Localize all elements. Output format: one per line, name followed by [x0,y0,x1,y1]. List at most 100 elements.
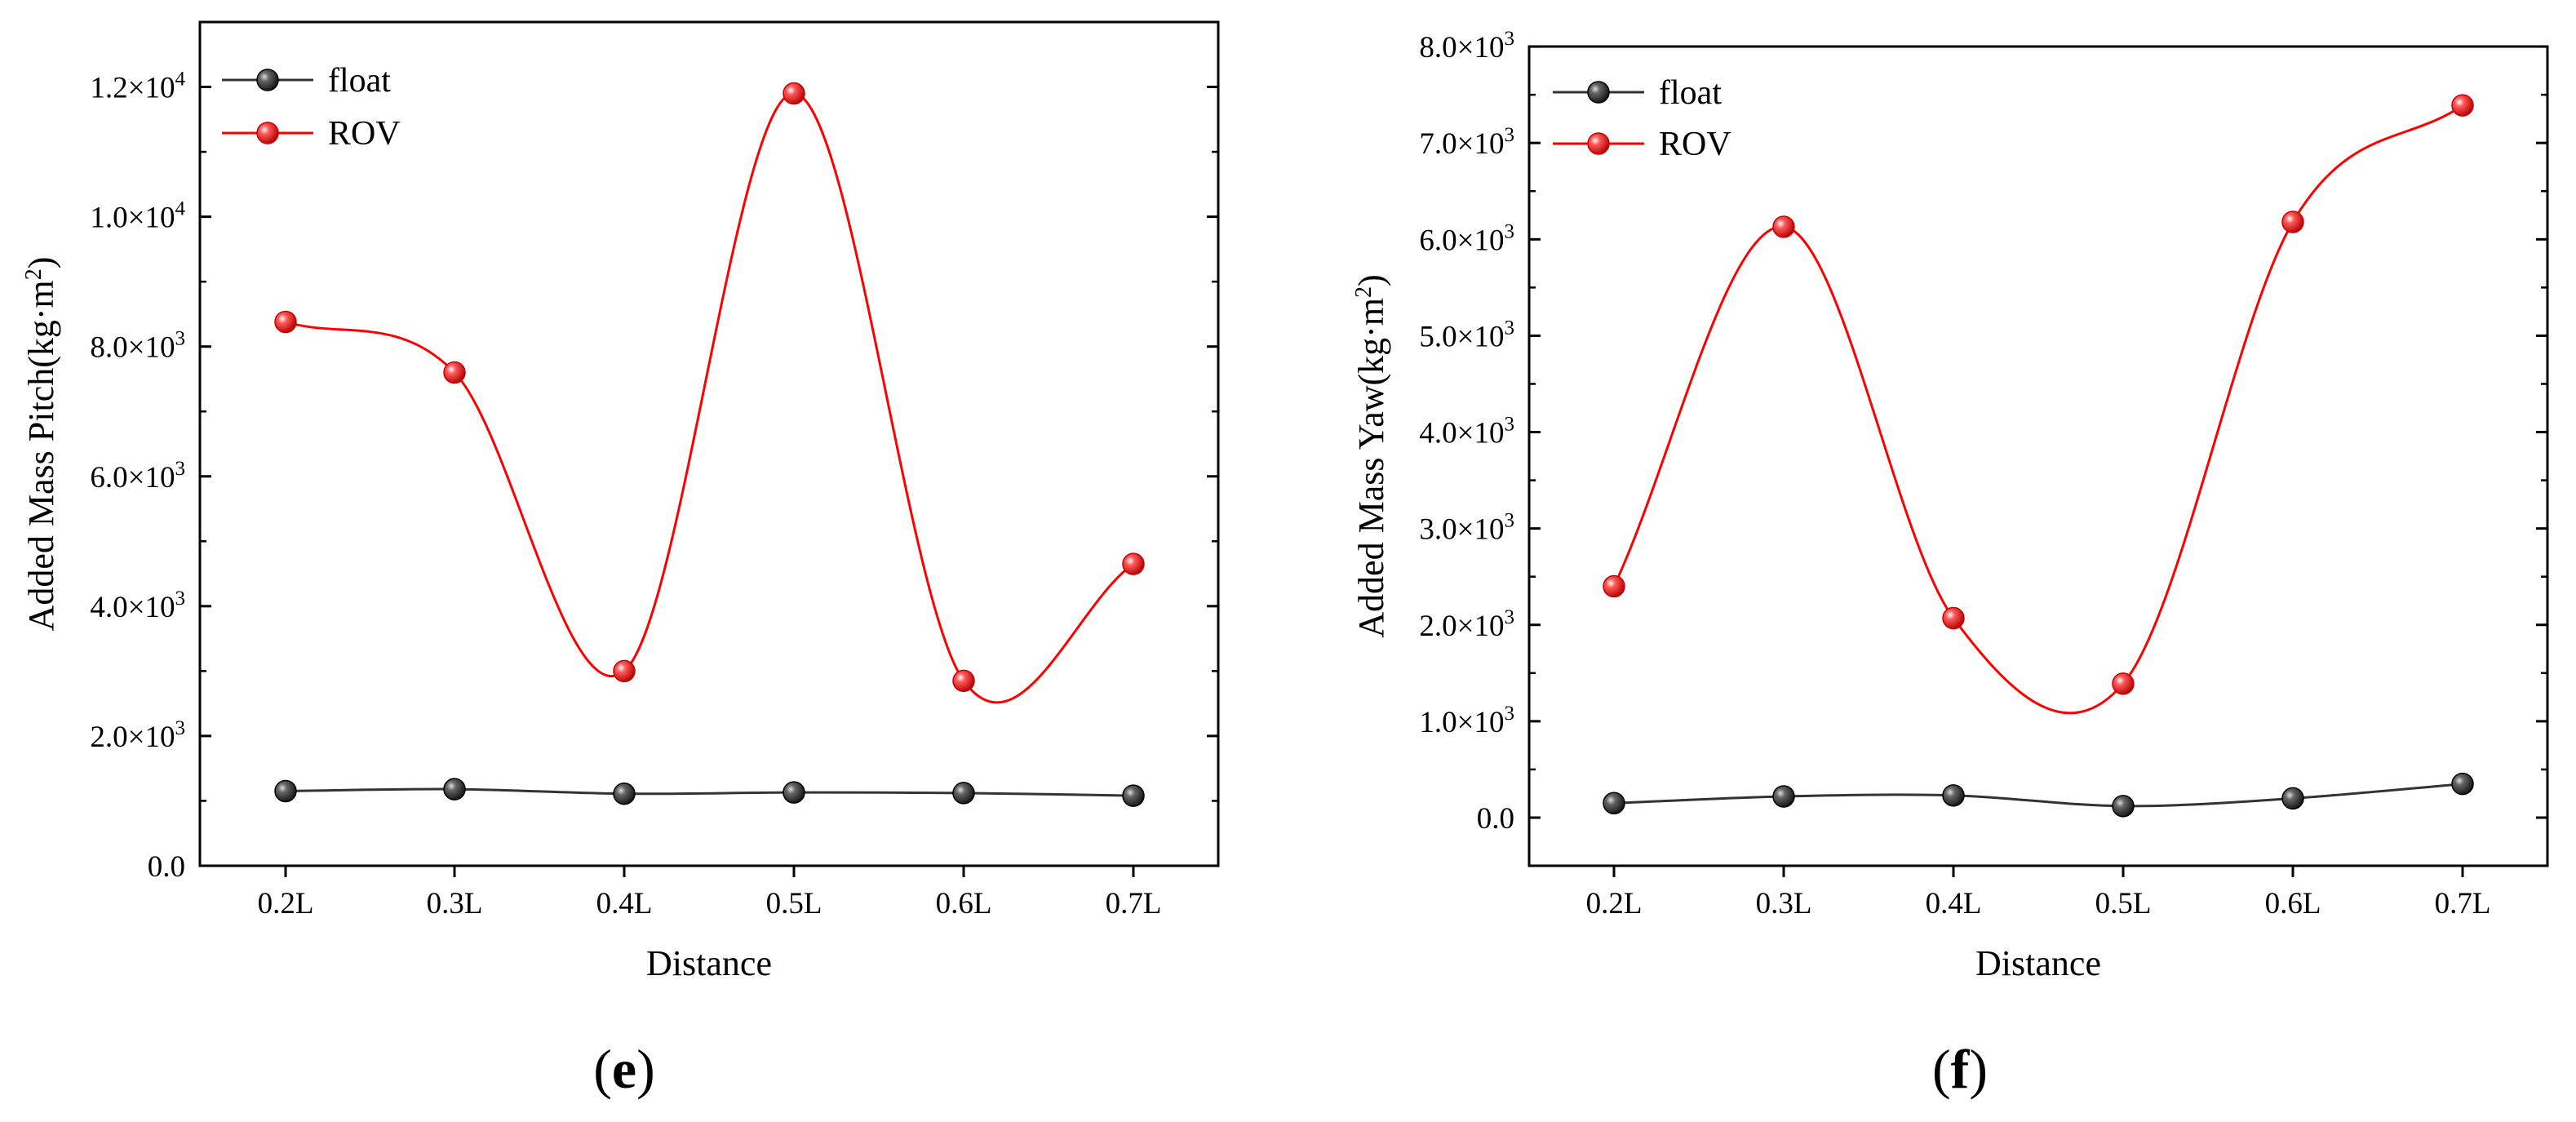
y-tick: 8.0×103 [1419,28,2547,64]
x-tick-label: 0.5L [766,887,822,920]
y-tick-label: 6.0×103 [1419,220,1514,257]
x-tick-label: 0.6L [2265,887,2321,920]
x-tick-label: 0.2L [1586,887,1643,920]
y-tick: 6.0×103 [1419,220,2547,257]
panel-label-e: (e) [593,1038,655,1100]
data-point [1772,785,1795,808]
x-axis-title: Distance [1975,943,2101,983]
data-point [2281,787,2304,810]
data-point [1122,784,1145,807]
data-point [2451,94,2474,117]
legend: float ROV [1553,74,1731,163]
x-tick: 0.7L [2435,866,2491,920]
y-tick-label: 3.0×103 [1419,510,1514,547]
data-point [1603,574,1625,598]
panel-letter: e [612,1038,636,1100]
y-tick: 6.0×103 [90,458,1218,494]
data-point [274,310,297,334]
series-float [1603,772,2474,818]
legend-entry-rov: ROV [222,115,401,153]
y-tick-label: 2.0×103 [90,717,185,754]
x-tick: 0.7L [1106,866,1162,920]
x-tick: 0.6L [936,866,992,920]
y-axis-ticks: 0.0 2.0×103 4.0×103 6.0×103 8.0×103 1.0×104 1.… [90,69,1218,884]
x-tick-label: 0.6L [936,887,992,920]
series-layer [1603,94,2474,818]
y-tick: 0.0 [148,850,1218,884]
x-tick: 0.4L [596,866,653,920]
x-axis-ticks: 0.2L 0.3L 0.4L 0.5L 0.6L 0.7L [258,866,1162,920]
data-point [443,778,466,800]
legend-entry-float: float [222,62,391,100]
data-point [613,782,636,805]
series-rov [1603,94,2474,715]
y-tick: 8.0×103 [90,328,1218,365]
legend: float ROV [222,62,401,153]
data-point [443,361,466,384]
y-tick-label: 4.0×103 [1419,414,1514,450]
x-tick-label: 0.4L [596,887,653,920]
y-tick: 1.0×104 [90,198,1218,235]
y-tick-label: 6.0×103 [90,458,185,494]
y-tick: 3.0×103 [1419,510,2547,547]
legend-entry-float: float [1553,74,1722,112]
chart-panel-f: 0.0 1.0×103 2.0×103 3.0×103 4.0×103 5.0×103 6.… [1351,28,2549,1100]
chart-panel-e: 0.0 2.0×103 4.0×103 6.0×103 8.0×103 1.0×104 1.… [21,20,1220,1100]
y-tick: 1.2×104 [90,69,1218,105]
legend-label-float: float [328,62,391,100]
x-tick: 0.3L [427,866,482,920]
data-point [952,782,975,805]
x-tick: 0.5L [766,866,822,920]
series-float [274,778,1145,807]
data-point [1122,552,1145,575]
series-layer [274,82,1145,807]
y-tick-label: 0.0 [148,850,185,884]
y-tick: 7.0×103 [1419,124,2547,161]
y-tick-label: 8.0×103 [90,328,185,365]
y-tick: 4.0×103 [90,588,1218,624]
x-tick-label: 0.7L [2435,887,2491,920]
y-tick-label: 1.0×103 [1419,703,1514,739]
data-point [1772,215,1795,238]
y-tick-label: 8.0×103 [1419,28,1514,64]
x-tick: 0.5L [2095,866,2152,920]
y-tick-label: 1.2×104 [90,69,185,105]
x-tick: 0.2L [1586,866,1643,920]
y-tick-label: 5.0×103 [1419,317,1514,353]
series-line [1612,104,2463,715]
y-tick: 1.0×103 [1419,703,2547,739]
panel-letter: f [1951,1038,1971,1100]
legend-marker-rov [1587,132,1610,155]
legend-marker-rov [256,122,279,144]
y-tick: 2.0×103 [1419,606,2547,643]
y-axis-title: Added Mass Pitch(kg·m2) [21,257,62,632]
x-tick-label: 0.7L [1106,887,1162,920]
y-tick-label: 1.0×104 [90,198,185,235]
legend-label-float: float [1659,74,1722,112]
data-point [783,82,805,105]
legend-label-rov: ROV [328,115,401,153]
y-tick: 5.0×103 [1419,317,2547,353]
x-tick: 0.4L [1926,866,1982,920]
series-line [285,787,1134,797]
data-point [1942,606,1965,630]
data-point [2281,211,2304,233]
x-tick-label: 0.4L [1926,887,1982,920]
data-point [952,669,975,693]
panel-label-f: (f) [1932,1038,1988,1100]
plot-frame [198,20,1220,867]
legend-label-rov: ROV [1659,126,1731,163]
x-tick: 0.6L [2265,866,2321,920]
y-axis-title: Added Mass Yaw(kg·m2) [1351,274,1392,637]
y-tick-label: 0.0 [1477,802,1514,836]
data-point [783,781,805,804]
data-point [1942,784,1965,807]
y-tick-label: 4.0×103 [90,588,185,624]
x-tick-label: 0.2L [258,887,314,920]
x-tick-label: 0.5L [2095,887,2152,920]
x-axis-title: Distance [646,943,772,983]
series-line [285,91,1134,704]
x-tick: 0.3L [1756,866,1811,920]
data-point [2112,672,2135,695]
